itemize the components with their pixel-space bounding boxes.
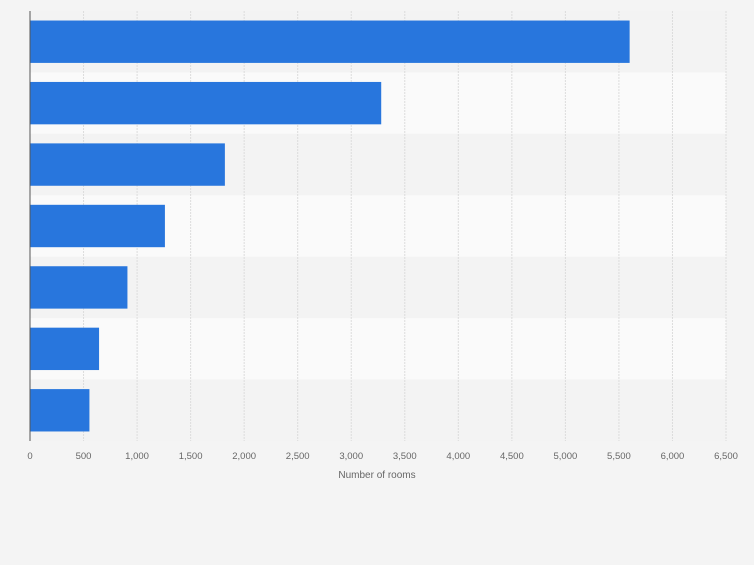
row-bands: [30, 11, 726, 441]
row-band: [30, 256, 726, 319]
x-tick-label: 0: [27, 451, 32, 462]
x-tick-label: 2,000: [232, 451, 256, 462]
bar[interactable]: [30, 81, 382, 125]
x-tick-label: 500: [76, 451, 92, 462]
bar[interactable]: [30, 143, 225, 186]
x-tick-label: 3,000: [339, 451, 363, 462]
x-tick-label: 4,500: [500, 451, 524, 462]
row-band: [30, 318, 726, 380]
x-tick-label: 2,500: [286, 451, 310, 462]
x-tick-label: 5,000: [553, 451, 577, 462]
x-tick-labels: 0 500 1,000 1,500 2,000 2,500 3,000 3,500 4,000 4…: [27, 451, 738, 462]
bar[interactable]: [30, 389, 90, 432]
x-tick-label: 1,500: [179, 451, 203, 462]
x-tick-label: 6,500: [714, 451, 738, 462]
x-axis-title: Number of rooms: [338, 470, 415, 481]
x-tick-label: 1,000: [125, 451, 149, 462]
x-tick-label: 6,000: [661, 451, 685, 462]
x-tick-label: 4,000: [446, 451, 470, 462]
x-tick-label: 5,500: [607, 451, 631, 462]
row-band: [30, 379, 726, 441]
x-tick-label: 3,500: [393, 451, 417, 462]
bars: [30, 20, 630, 432]
bar[interactable]: [30, 327, 100, 371]
bar[interactable]: [30, 204, 165, 248]
bar[interactable]: [30, 20, 630, 63]
bar[interactable]: [30, 266, 128, 309]
